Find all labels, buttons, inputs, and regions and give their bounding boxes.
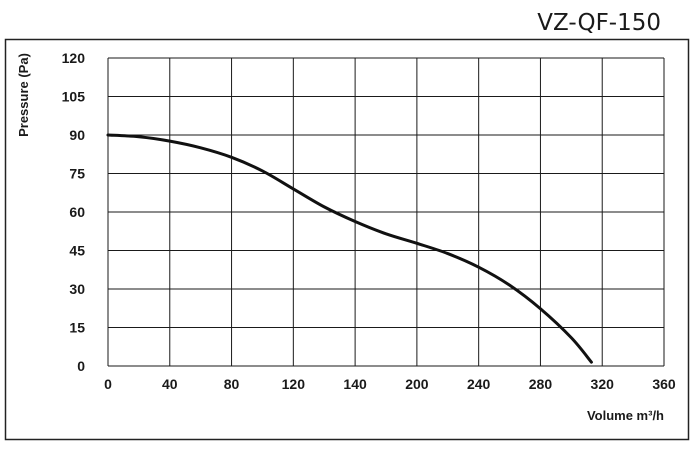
x-tick-label: 280	[529, 376, 553, 392]
y-tick-labels: 0 15 30 45 60 75 90 105 120	[62, 50, 86, 374]
chart-title: VZ-QF-150	[537, 10, 661, 36]
y-tick-label: 60	[69, 204, 85, 220]
y-tick-label: 75	[69, 166, 85, 182]
x-tick-label: 360	[652, 376, 676, 392]
y-tick-label: 45	[69, 243, 85, 259]
x-tick-label: 80	[224, 376, 240, 392]
y-tick-label: 90	[69, 127, 85, 143]
y-tick-label: 120	[62, 50, 86, 66]
x-tick-labels: 0 40 80 120 140 200 240 280 320 360	[104, 376, 676, 392]
y-tick-label: 0	[77, 358, 85, 374]
x-tick-label: 140	[343, 376, 367, 392]
x-tick-label: 240	[467, 376, 491, 392]
y-tick-label: 15	[69, 320, 85, 336]
x-tick-label: 40	[162, 376, 178, 392]
chart-frame	[4, 38, 690, 441]
x-axis-label: Volume m³/h	[587, 408, 664, 423]
x-tick-label: 200	[405, 376, 429, 392]
y-axis-label: Pressure (Pa)	[16, 53, 31, 137]
series-line-0	[106, 133, 593, 364]
series-layer	[106, 133, 593, 364]
y-tick-label: 105	[62, 89, 86, 105]
x-tick-label: 320	[591, 376, 615, 392]
x-tick-label: 120	[282, 376, 306, 392]
x-tick-label: 0	[104, 376, 112, 392]
y-tick-label: 30	[69, 281, 85, 297]
grid	[107, 57, 665, 367]
